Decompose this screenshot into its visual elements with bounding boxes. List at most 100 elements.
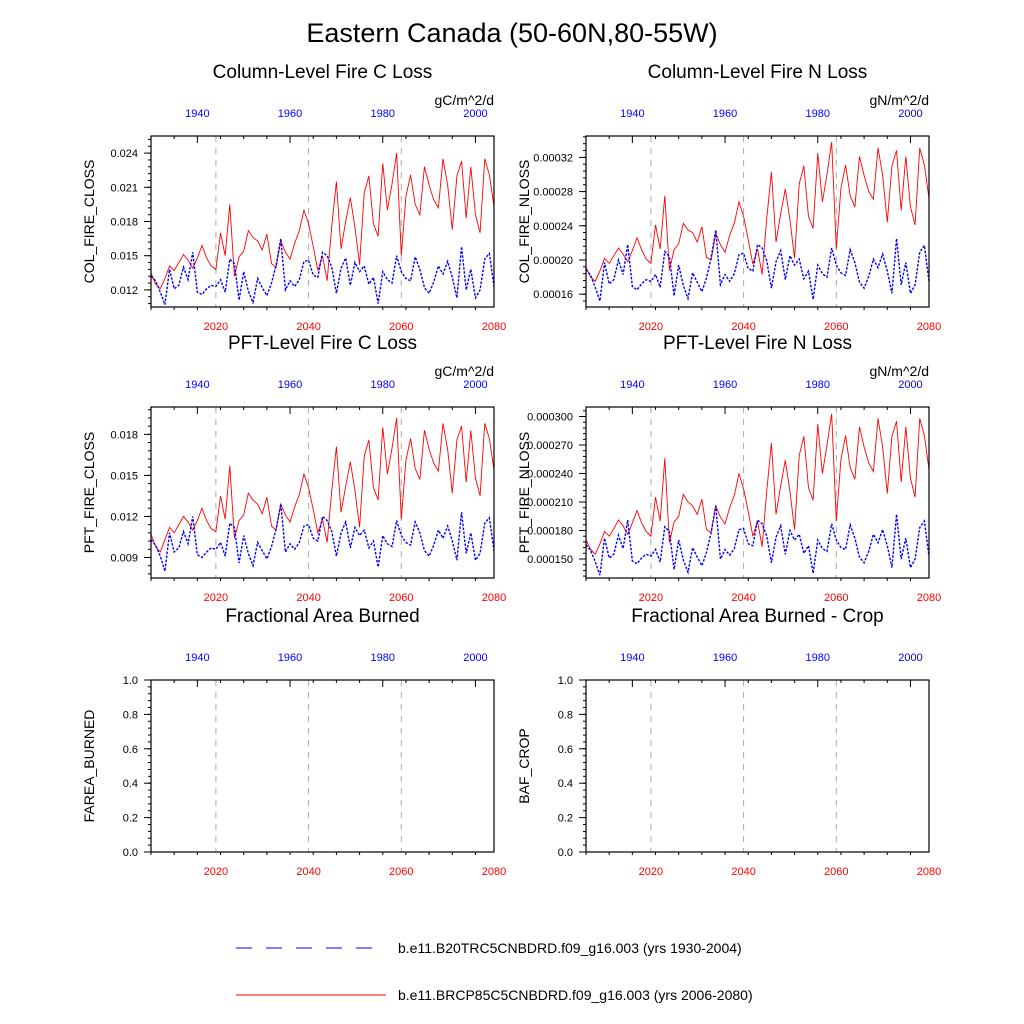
y-tick-label: 0.6 [558, 744, 573, 756]
x-tick-label-historical: 2000 [898, 652, 922, 664]
x-tick-label-future: 2020 [204, 592, 228, 604]
plot-frame [150, 679, 495, 853]
y-tick-label: 0.2 [558, 813, 573, 825]
y-tick-label: 0.012 [110, 511, 138, 523]
y-tick-label: 0.4 [558, 778, 573, 790]
y-tick-label: 0.000210 [527, 497, 573, 509]
x-tick-label-future: 2080 [917, 592, 941, 604]
x-tick-label-historical: 1980 [371, 379, 395, 391]
x-tick-label-historical: 2000 [463, 108, 487, 120]
x-tick-label-future: 2080 [482, 321, 506, 333]
y-tick-label: 0.00016 [533, 289, 573, 301]
y-axis-label: COL_FIRE_CLOSS [81, 160, 97, 284]
x-tick-label-historical: 1980 [371, 652, 395, 664]
units-label: gC/m^2/d [435, 92, 494, 108]
series-line-historical [150, 504, 495, 572]
x-tick-label-historical: 1960 [713, 652, 737, 664]
x-tick-label-future: 2060 [389, 592, 413, 604]
x-tick-label-historical: 1960 [278, 652, 302, 664]
x-tick-label-historical: 1940 [185, 652, 209, 664]
y-tick-label: 0.00032 [533, 152, 573, 164]
y-tick-label: 0.018 [110, 429, 138, 441]
x-tick-label-future: 2040 [296, 866, 320, 878]
units-label: gN/m^2/d [870, 92, 929, 108]
y-tick-label: 0.000270 [527, 440, 573, 452]
plot-frame [585, 679, 930, 853]
y-axis-label: PFT_FIRE_CLOSS [81, 432, 97, 553]
plot-frame [585, 406, 930, 579]
y-tick-label: 0.015 [110, 251, 138, 263]
y-tick-label: 0.00020 [533, 255, 573, 267]
x-tick-label-future: 2020 [639, 321, 663, 333]
y-axis-label: COL_FIRE_NLOSS [516, 160, 532, 284]
x-tick-label-historical: 1940 [620, 108, 644, 120]
y-tick-label: 0.8 [558, 709, 573, 721]
chart-panel-4: PFT-Level Fire N Loss gN/m^2/d PFT_FIRE_NL… [516, 333, 941, 604]
x-tick-label-historical: 2000 [898, 108, 922, 120]
y-tick-label: 0.000150 [527, 554, 573, 566]
x-tick-label-future: 2020 [639, 592, 663, 604]
series-line-historical [585, 229, 930, 302]
series-line-future [150, 417, 495, 553]
x-tick-label-future: 2080 [917, 866, 941, 878]
x-tick-label-future: 2060 [389, 866, 413, 878]
legend: b.e11.B20TRC5CNBDRD.f09_g16.003 (yrs 193… [236, 940, 753, 1003]
legend-label-future: b.e11.BRCP85C5CNBDRD.f09_g16.003 (yrs 20… [398, 987, 753, 1003]
panel-title: Column-Level Fire C Loss [213, 62, 433, 83]
x-tick-label-future: 2020 [204, 321, 228, 333]
x-tick-label-future: 2040 [731, 592, 755, 604]
y-tick-label: 0.2 [123, 813, 138, 825]
x-tick-label-future: 2040 [296, 321, 320, 333]
x-tick-label-historical: 2000 [463, 379, 487, 391]
x-tick-label-future: 2060 [824, 592, 848, 604]
series-line-future [585, 413, 930, 556]
series-line-future [585, 141, 930, 283]
x-tick-label-historical: 1960 [278, 379, 302, 391]
plot-frame [585, 135, 930, 308]
y-axis-label: FAREA_BURNED [81, 710, 97, 823]
x-tick-label-historical: 1940 [185, 108, 209, 120]
x-tick-label-future: 2040 [731, 866, 755, 878]
panel-title: Fractional Area Burned - Crop [631, 606, 883, 627]
x-tick-label-future: 2040 [296, 592, 320, 604]
x-tick-label-historical: 1940 [185, 379, 209, 391]
y-tick-label: 0.024 [110, 148, 138, 160]
series-line-historical [585, 505, 930, 576]
y-tick-label: 0.018 [110, 217, 138, 229]
x-tick-label-historical: 1980 [806, 108, 830, 120]
y-axis-label: BAF_CROP [516, 728, 532, 803]
x-tick-label-historical: 1940 [620, 379, 644, 391]
y-tick-label: 0.00024 [533, 221, 573, 233]
chart-panel-5: Fractional Area Burned FAREA_BURNED 0.0 0.2… [81, 606, 506, 878]
x-tick-label-future: 2080 [482, 592, 506, 604]
x-tick-label-historical: 1940 [620, 652, 644, 664]
y-tick-label: 0.00028 [533, 187, 573, 199]
chart-panel-6: Fractional Area Burned - Crop BAF_CROP 0.0… [516, 606, 941, 878]
x-tick-label-future: 2060 [824, 866, 848, 878]
x-tick-label-historical: 1960 [713, 379, 737, 391]
y-tick-label: 0.015 [110, 470, 138, 482]
y-tick-label: 1.0 [558, 675, 573, 687]
y-tick-label: 0.021 [110, 182, 138, 194]
y-tick-label: 0.6 [123, 744, 138, 756]
x-tick-label-future: 2060 [389, 321, 413, 333]
y-tick-label: 0.000240 [527, 469, 573, 481]
y-tick-label: 0.4 [123, 778, 138, 790]
x-tick-label-historical: 2000 [463, 652, 487, 664]
y-tick-label: 0.0 [558, 847, 573, 859]
chart-panel-3: PFT-Level Fire C Loss gC/m^2/d PFT_FIRE_CL… [81, 333, 506, 604]
y-axis-label: PFT_FIRE_NLOSS [516, 432, 532, 553]
x-tick-label-historical: 1960 [278, 108, 302, 120]
series-line-future [150, 153, 495, 290]
x-tick-label-future: 2080 [917, 321, 941, 333]
y-tick-label: 0.000180 [527, 526, 573, 538]
x-tick-label-historical: 2000 [898, 379, 922, 391]
figure-title: Eastern Canada (50-60N,80-55W) [306, 18, 717, 48]
plot-frame [150, 406, 495, 579]
panel-title: PFT-Level Fire N Loss [663, 333, 852, 354]
panel-title: Column-Level Fire N Loss [648, 62, 868, 83]
x-tick-label-future: 2080 [482, 866, 506, 878]
panel-title: PFT-Level Fire C Loss [228, 333, 417, 354]
